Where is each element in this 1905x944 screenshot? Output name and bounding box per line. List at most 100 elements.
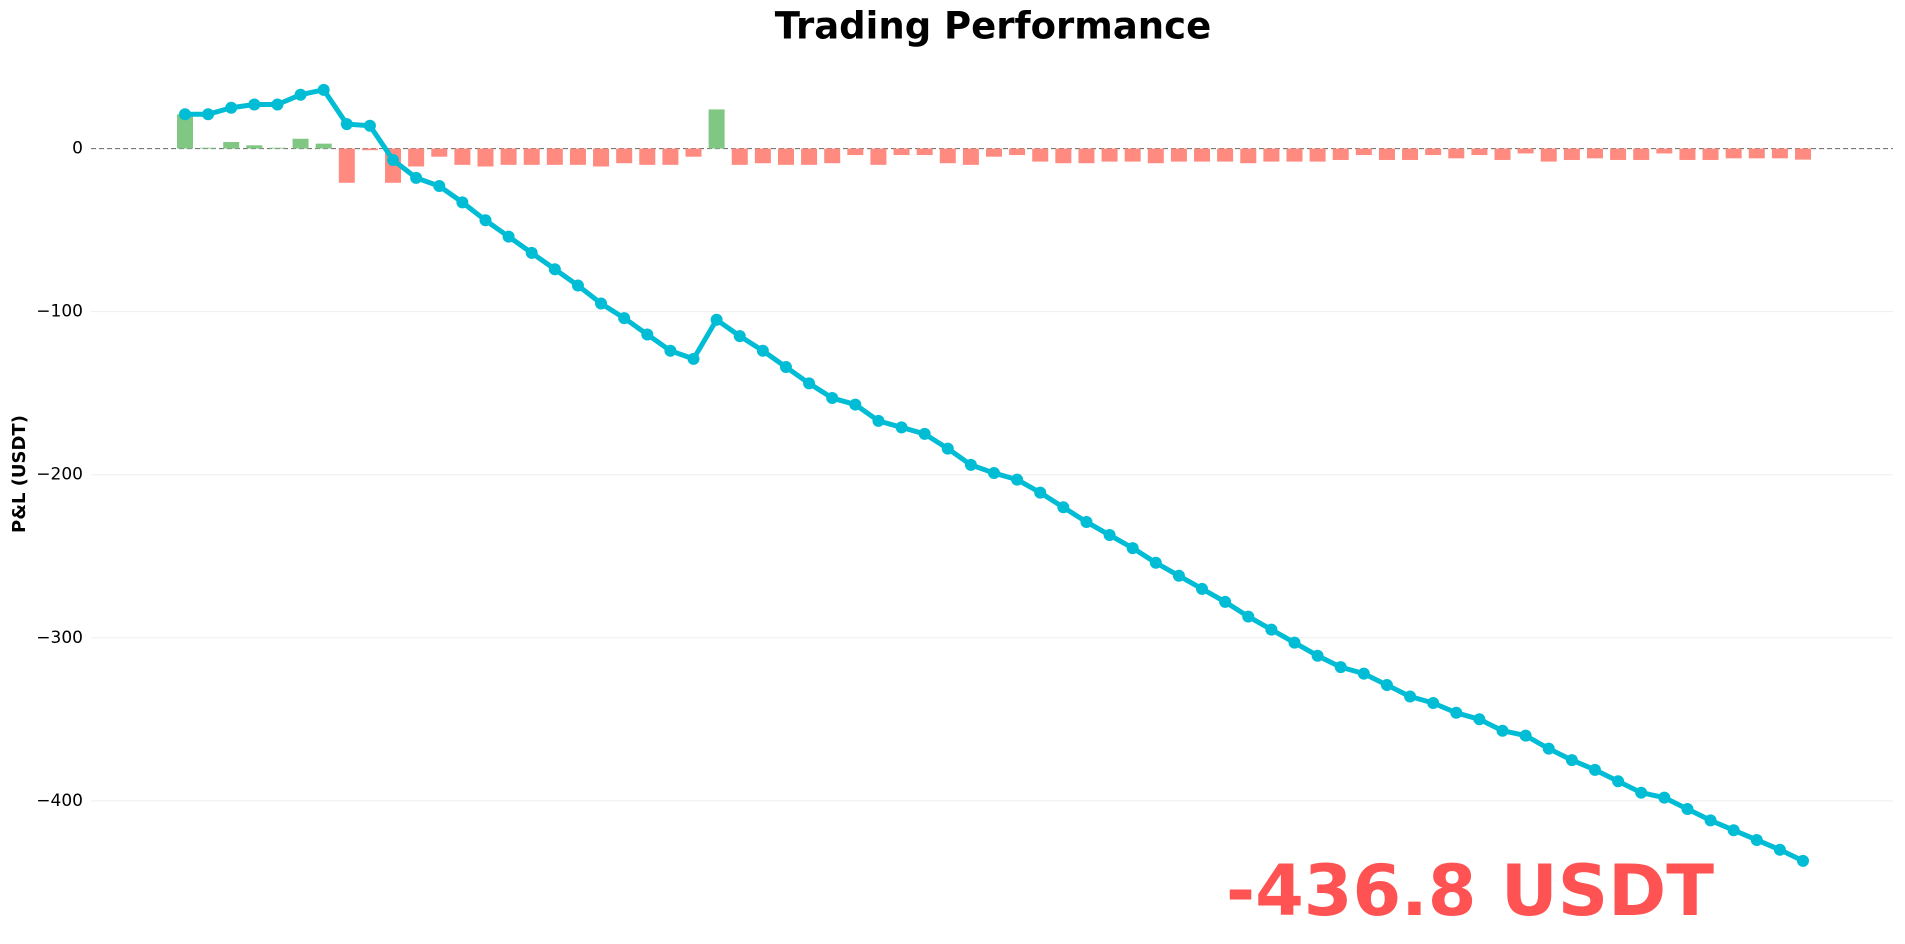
- line-point: [687, 352, 700, 365]
- line-point: [803, 377, 816, 390]
- line-point: [1149, 556, 1162, 569]
- line-point: [525, 246, 538, 259]
- line-point: [363, 119, 376, 132]
- bar: [1633, 148, 1650, 160]
- line-point: [248, 98, 261, 111]
- bar: [616, 148, 633, 164]
- bar: [1332, 148, 1349, 160]
- bar: [593, 148, 610, 167]
- line-point: [872, 414, 885, 427]
- line-point: [710, 313, 723, 326]
- line-point: [664, 344, 677, 357]
- bar: [546, 148, 563, 165]
- line-point: [225, 101, 238, 114]
- bar: [1309, 148, 1326, 162]
- line-point: [1311, 649, 1324, 662]
- line-point: [410, 171, 423, 184]
- bar: [777, 148, 794, 165]
- line-point: [1334, 661, 1347, 674]
- bar: [685, 148, 702, 157]
- line-point: [1288, 636, 1301, 649]
- bar: [731, 148, 748, 165]
- line-point: [1750, 833, 1763, 846]
- bar: [754, 148, 771, 164]
- bar: [1263, 148, 1280, 162]
- bar: [1494, 148, 1511, 160]
- bar: [177, 114, 193, 149]
- bar: [361, 148, 378, 151]
- line-point: [479, 214, 492, 227]
- line-point: [826, 392, 839, 405]
- line-point: [571, 279, 584, 292]
- line-point: [849, 398, 862, 411]
- bar: [1355, 148, 1372, 156]
- line-point: [1057, 501, 1070, 514]
- bar: [223, 142, 240, 149]
- y-tick-label: −300: [36, 628, 83, 648]
- line-point: [179, 108, 191, 121]
- bar: [893, 148, 910, 156]
- bar: [1656, 148, 1673, 154]
- bar: [338, 148, 355, 183]
- bar: [939, 148, 956, 164]
- bar: [1286, 148, 1303, 162]
- bar: [1748, 148, 1765, 159]
- final-pnl-annotation: -436.8 USDT: [1226, 850, 1714, 932]
- bar: [1679, 148, 1696, 160]
- line-point: [294, 88, 307, 101]
- bar: [1795, 148, 1811, 160]
- bar: [1194, 148, 1211, 162]
- bar: [200, 147, 217, 149]
- y-axis-label: P&L (USDT): [9, 415, 30, 533]
- bar: [1402, 148, 1419, 160]
- line-point: [1196, 582, 1209, 595]
- bar: [1101, 148, 1118, 162]
- line-point: [387, 153, 400, 166]
- bar-layer: [177, 109, 1811, 183]
- bar: [1378, 148, 1395, 160]
- line-point: [340, 118, 353, 131]
- line-point: [1380, 679, 1393, 692]
- line-point: [1126, 542, 1139, 555]
- line-point: [1565, 754, 1578, 767]
- bar: [1771, 148, 1788, 159]
- line-layer: [179, 83, 1809, 867]
- line-point: [988, 467, 1000, 480]
- bar: [292, 138, 309, 149]
- line-point: [1658, 791, 1671, 804]
- line-point: [918, 427, 931, 440]
- line-point: [779, 361, 792, 374]
- line-point: [317, 83, 330, 96]
- bar: [523, 148, 540, 165]
- line-point: [1704, 814, 1717, 827]
- line-point: [1450, 706, 1463, 719]
- bar: [1540, 148, 1557, 162]
- bar: [986, 148, 1002, 157]
- line-point: [1635, 786, 1648, 799]
- line-point: [964, 458, 977, 471]
- bar: [1702, 148, 1719, 160]
- bar: [500, 148, 517, 165]
- line-point: [433, 180, 446, 193]
- line-point: [618, 312, 631, 325]
- line-point: [1172, 569, 1185, 582]
- bar: [1032, 148, 1049, 162]
- line-point: [1242, 610, 1255, 623]
- bar: [454, 148, 471, 165]
- bar: [1448, 148, 1465, 159]
- line-point: [641, 328, 654, 341]
- bar: [870, 148, 887, 165]
- line-point: [1219, 595, 1232, 608]
- line-point: [1011, 473, 1024, 486]
- line-point: [456, 196, 469, 209]
- bar: [477, 148, 494, 167]
- y-tick-label: 0: [72, 139, 83, 159]
- y-tick-label: −400: [36, 791, 83, 811]
- chart-title: Trading Performance: [775, 5, 1211, 48]
- bar: [1610, 148, 1627, 160]
- bar: [1217, 148, 1234, 162]
- bar: [1240, 148, 1257, 164]
- bar: [708, 109, 725, 149]
- line-point: [1542, 742, 1555, 755]
